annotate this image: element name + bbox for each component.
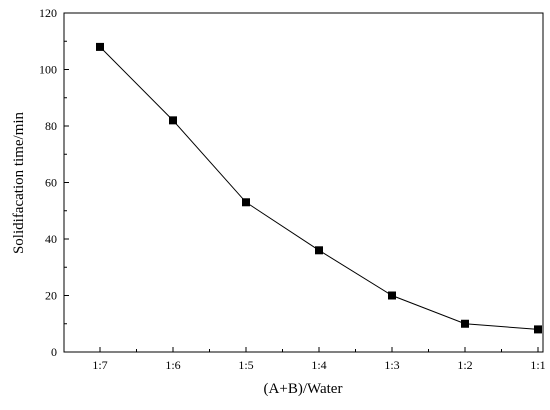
plot-frame (63, 12, 544, 353)
x-tick-label: 1:7 (92, 358, 107, 372)
data-point (534, 325, 542, 334)
data-point (169, 116, 177, 125)
x-tick-label: 1:6 (165, 358, 180, 372)
y-axis-ticks: 0 20 40 60 80 100 120 (39, 6, 69, 359)
y-axis-title: Solidifacation time/min (11, 111, 27, 254)
y-tick-label: 40 (45, 232, 57, 246)
y-tick-label: 80 (45, 119, 57, 133)
data-point (388, 291, 396, 300)
x-axis-ticks: 1:7 1:6 1:5 1:4 1:3 1:2 1:1 (92, 347, 546, 372)
series-line (99, 46, 539, 330)
y-tick-label: 60 (45, 176, 57, 190)
data-point (315, 246, 323, 255)
x-tick-label: 1:1 (530, 358, 545, 372)
x-axis-title: (A+B)/Water (264, 381, 343, 397)
y-tick-label: 120 (39, 6, 57, 20)
x-tick-label: 1:4 (311, 358, 326, 372)
x-tick-label: 1:3 (384, 358, 399, 372)
y-tick-label: 100 (39, 63, 57, 77)
y-tick-label: 0 (51, 345, 57, 359)
series-group (96, 42, 542, 334)
x-tick-label: 1:5 (238, 358, 253, 372)
data-point (461, 319, 469, 328)
data-point (96, 42, 104, 51)
data-point (242, 198, 250, 207)
y-tick-label: 20 (45, 289, 57, 303)
x-tick-label: 1:2 (457, 358, 472, 372)
